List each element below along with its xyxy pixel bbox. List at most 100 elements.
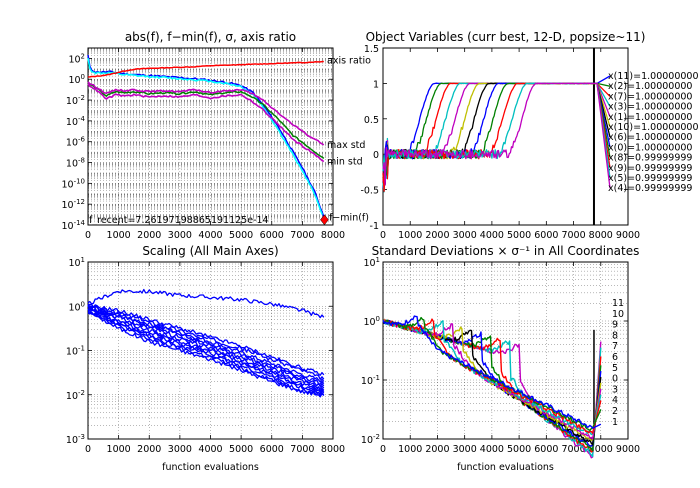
fmin-label: f−min(f) (329, 213, 369, 224)
series-line-x9 (382, 82, 611, 192)
stddev-legend-label: 4 (612, 395, 618, 406)
x-tick-label: 2000 (137, 444, 161, 455)
y-tick-label: 101 (363, 256, 380, 269)
stddev-legend-label: 9 (612, 320, 618, 331)
legend-label: x(8)=0.99999999 (608, 153, 692, 164)
series-line-x2 (382, 82, 611, 186)
y-tick-label: 10-12 (61, 198, 85, 211)
x-tick-label: 2000 (137, 230, 161, 241)
scaling-line-11 (87, 311, 325, 398)
y-tick-label: 102 (68, 52, 85, 65)
x-tick-label: 3000 (168, 444, 192, 455)
x-tick-label: 6000 (534, 444, 558, 455)
series-line-x11 (382, 82, 611, 189)
x-tick-label: 8000 (589, 230, 613, 241)
x-tick-label: 0 (380, 230, 386, 241)
y-tick-label: 10-1 (361, 374, 380, 387)
x-axis-label: function evaluations (162, 462, 259, 473)
y-tick-label: 10-10 (61, 177, 85, 190)
series-line-x1 (382, 82, 611, 187)
x-tick-label: 1000 (107, 444, 131, 455)
legend-label: x(6)=1.00000000 (608, 132, 692, 143)
scaling-line-4 (87, 304, 325, 385)
legend-label: x(10)=1.00000000 (608, 122, 699, 133)
x-tick-label: 2000 (425, 444, 449, 455)
y-tick-label: 10-1 (66, 345, 85, 358)
stddev-legend-label: 6 (612, 352, 618, 363)
x-axis-label: function evaluations (457, 462, 554, 473)
stddev-legend-label: 10 (612, 309, 624, 320)
series-line-absf (87, 54, 325, 217)
y-tick-label: 0.5 (364, 115, 379, 126)
y-tick-label: 100 (68, 73, 85, 86)
y-tick-label: 10-2 (361, 433, 380, 446)
x-tick-label: 0 (85, 444, 91, 455)
y-tick-label: 1.5 (364, 44, 379, 55)
legend-label: x(2)=1.00000000 (608, 81, 692, 92)
stddev-legend-label: 3 (612, 384, 618, 395)
y-tick-label: 10-6 (66, 136, 86, 149)
legend-label: x(3)=1.00000000 (608, 102, 692, 113)
f-recent-label: f_recent=7.26197198865191125e-14 (89, 215, 269, 226)
series-line-axisratio (87, 60, 324, 78)
x-tick-label: 9000 (616, 230, 640, 241)
series-line-x4 (382, 82, 611, 182)
stddev-legend-label: 11 (612, 298, 624, 309)
scaling-line-0 (87, 288, 325, 319)
y-tick-label: 0 (373, 150, 379, 161)
y-tick-label: 10-3 (66, 433, 85, 446)
plot-frame (382, 261, 629, 440)
panel-object-variables: 0 1000 2000 3000 4000 5000 6000 7000 8000 9000 -1 -… (360, 30, 698, 241)
legend-label: x(1)=1.00000000 (608, 112, 692, 123)
x-tick-label: 8000 (589, 444, 613, 455)
series-line-x5 (382, 82, 611, 180)
x-tick-label: 2000 (425, 230, 449, 241)
series-line-x6 (382, 82, 611, 185)
y-tick-label: 10-4 (66, 115, 86, 128)
x-tick-label: 3000 (453, 444, 477, 455)
y-tick-label: -0.5 (360, 186, 379, 197)
scaling-line-2 (87, 304, 325, 380)
min-marker (320, 214, 329, 226)
x-tick-label: 0 (380, 444, 386, 455)
min-std-label: min std (327, 156, 363, 167)
x-tick-label: 6000 (534, 230, 558, 241)
legend-label: x(11)=1.00000000 (608, 71, 699, 82)
x-tick-label: 3000 (168, 230, 192, 241)
panel-standard-deviations: 0 1000 2000 3000 4000 5000 6000 7000 8000 900010-… (361, 244, 640, 473)
y-tick-label: 10-2 (66, 389, 85, 402)
x-tick-label: 7000 (290, 444, 314, 455)
x-tick-label: 5000 (507, 230, 531, 241)
max-std-label: max std (327, 140, 365, 151)
x-tick-label: 9000 (616, 444, 640, 455)
x-tick-label: 3000 (453, 230, 477, 241)
series-line-fminf (87, 57, 323, 215)
stddev-legend-label: 5 (612, 363, 618, 374)
series-line-x3 (382, 82, 611, 193)
y-tick-label: 100 (363, 315, 380, 328)
stddev-legend-label: 2 (612, 406, 618, 417)
stddev-line-4 (382, 318, 602, 434)
stddev-legend-label: 1 (612, 417, 618, 428)
x-tick-label: 5000 (229, 230, 253, 241)
y-tick-label: -1 (370, 221, 379, 232)
x-tick-label: 4000 (480, 230, 504, 241)
stddev-legend-label: 0 (612, 374, 618, 385)
y-tick-label: 10-14 (61, 219, 85, 232)
grid-lines (383, 262, 628, 439)
x-tick-label: 4000 (198, 230, 222, 241)
panel-title: Scaling (All Main Axes) (142, 244, 278, 258)
legend-label: x(9)=0.99999999 (608, 163, 692, 174)
stddev-line-1 (382, 315, 602, 429)
x-tick-label: 1000 (398, 444, 422, 455)
x-tick-label: 4000 (198, 444, 222, 455)
panel-title: Object Variables (curr best, 12-D, popsi… (366, 30, 646, 44)
series-line-sigma (87, 82, 325, 160)
legend-label: x(4)=0.99999999 (608, 183, 692, 194)
series-line-x8 (382, 82, 611, 185)
x-tick-label: 0 (85, 230, 91, 241)
y-tick-label: 101 (68, 256, 85, 269)
series-line-x0 (382, 75, 611, 189)
x-tick-label: 8000 (321, 444, 345, 455)
x-tick-label: 1000 (107, 230, 131, 241)
